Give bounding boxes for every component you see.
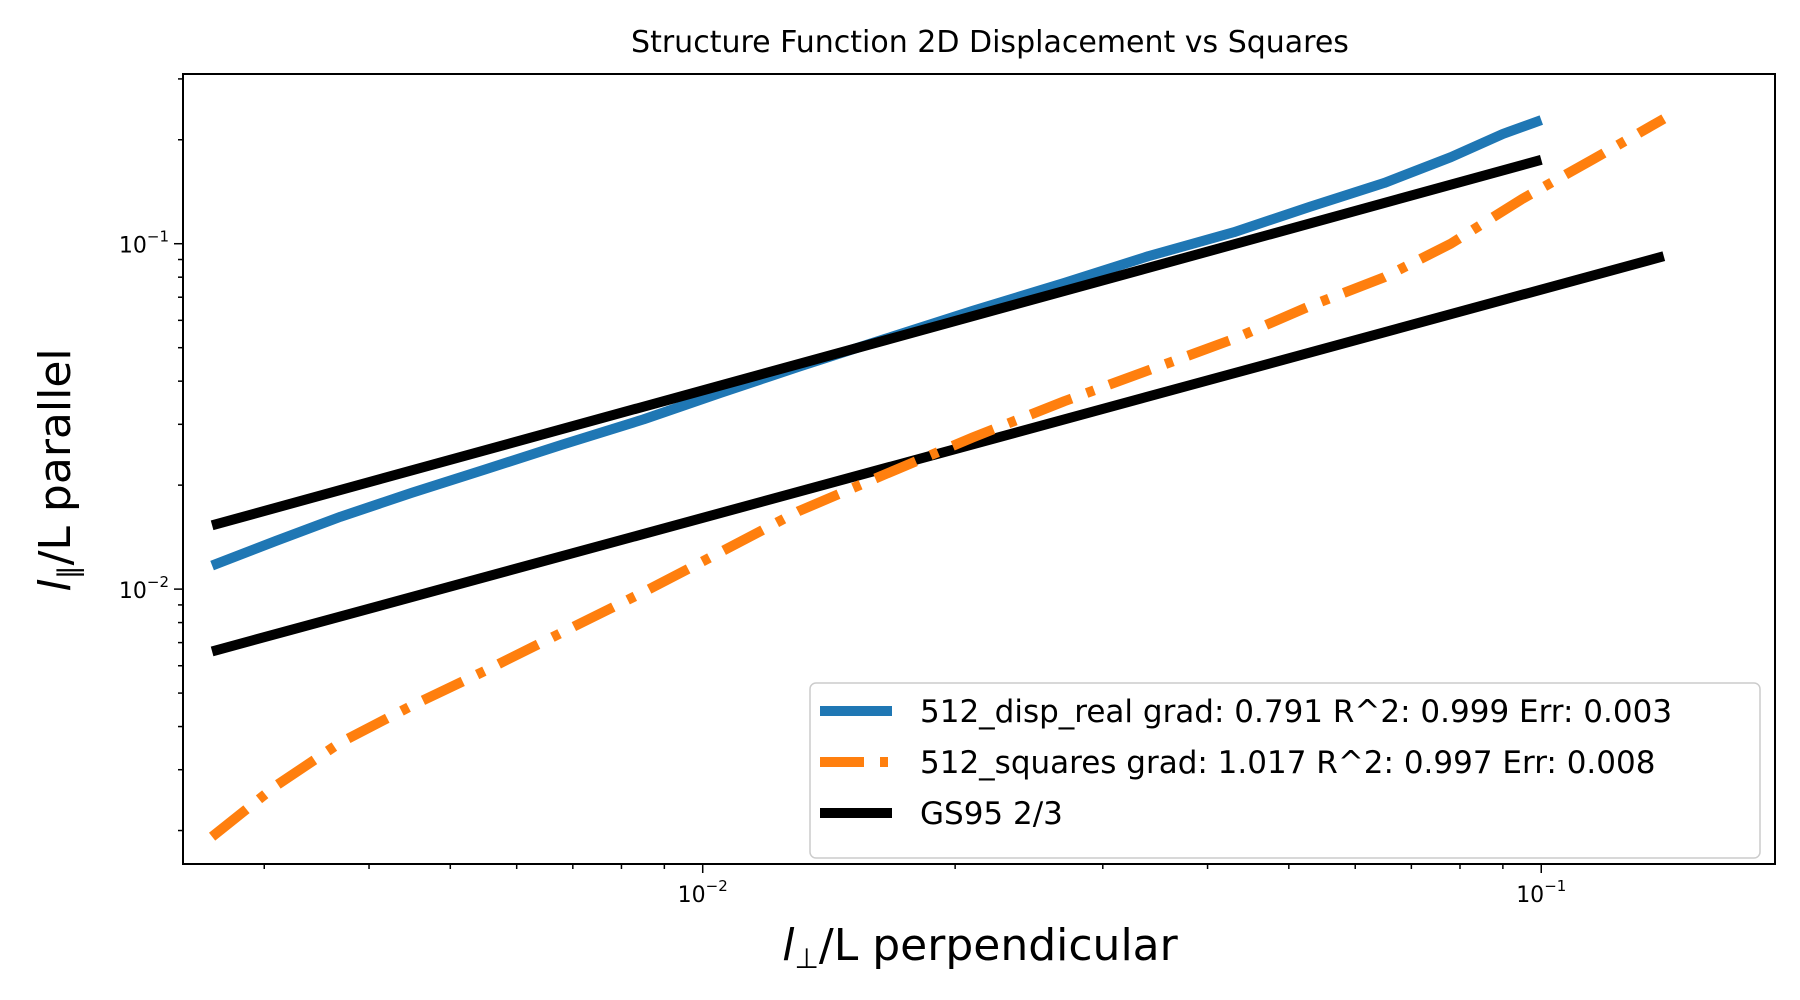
x-axis-label-rest: /L perpendicular bbox=[819, 920, 1179, 971]
x-tick-label-0-exp: −2 bbox=[706, 877, 728, 895]
x-axis-label-sub: ⊥ bbox=[795, 942, 819, 975]
x-tick-label-1-base: 10 bbox=[1516, 883, 1544, 908]
series-line-1 bbox=[208, 114, 1667, 841]
plot-area bbox=[208, 114, 1667, 841]
x-tick-label-1-exp: −1 bbox=[1544, 877, 1566, 895]
legend-box bbox=[809, 682, 1761, 859]
y-axis-label-rest: /L parallel bbox=[30, 348, 81, 565]
x-axis-label: l⊥/L perpendicular bbox=[782, 920, 1178, 975]
series-line-2 bbox=[210, 154, 1543, 531]
legend: 512_disp_real grad: 0.791 R^2: 0.999 Err… bbox=[809, 682, 1761, 859]
x-tick-label-0-base: 10 bbox=[678, 883, 706, 908]
y-axis-label: l∥/L parallel bbox=[30, 348, 85, 591]
legend-label-2: GS95 2/3 bbox=[920, 796, 1063, 832]
chart-title: Structure Function 2D Displacement vs Sq… bbox=[631, 25, 1349, 60]
y-tick-label-0-exp: −2 bbox=[147, 573, 169, 591]
x-tick-label-0: 10−2 bbox=[678, 877, 728, 908]
y-tick-label-1: 10−1 bbox=[119, 228, 169, 259]
legend-label-0: 512_disp_real grad: 0.791 R^2: 0.999 Err… bbox=[920, 694, 1672, 730]
y-axis-label-var: l bbox=[30, 579, 81, 592]
x-tick-label-1: 10−1 bbox=[1516, 877, 1566, 908]
plot-frame bbox=[182, 73, 1776, 865]
axis-ticks: 10−2 10−110−210−1 bbox=[119, 78, 1566, 908]
y-tick-label-1-base: 10 bbox=[119, 234, 147, 259]
x-axis-label-var: l bbox=[782, 920, 795, 971]
y-tick-label-0: 10−2 bbox=[119, 573, 169, 604]
y-tick-label-1-exp: −1 bbox=[147, 228, 169, 246]
legend-label-1: 512_squares grad: 1.017 R^2: 0.997 Err: … bbox=[920, 745, 1655, 781]
y-tick-label-0-base: 10 bbox=[119, 579, 147, 604]
y-axis-label-sub: ∥ bbox=[52, 565, 85, 579]
